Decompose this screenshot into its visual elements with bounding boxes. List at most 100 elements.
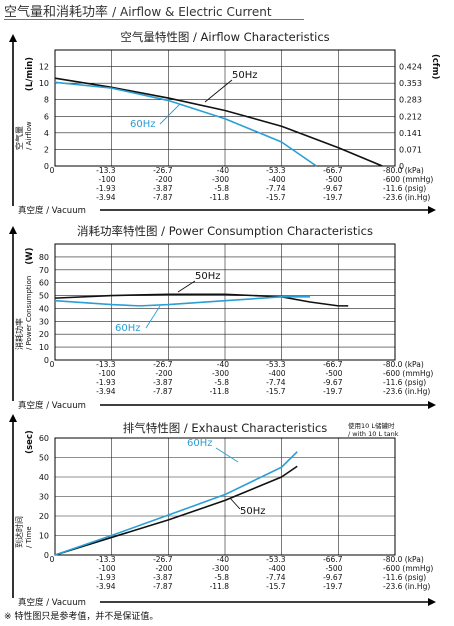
x-tick-label: -40 xyxy=(217,360,229,369)
y-tick-label: 12 xyxy=(39,63,49,72)
y-tick-label: 10 xyxy=(39,343,49,352)
series-leader-50hz xyxy=(177,280,196,293)
x-tick-label: -66.7 xyxy=(323,166,343,175)
y-axis-arrow-head xyxy=(9,414,17,422)
plot-frame xyxy=(54,49,396,167)
y-tick-label: 60 xyxy=(39,434,49,443)
series-leader-50hz xyxy=(229,497,241,510)
series-line-60hz xyxy=(54,81,317,167)
x-tick-label: -7.87 xyxy=(153,582,173,591)
y-tick-label: 30 xyxy=(39,493,49,502)
x-tick-label: -7.87 xyxy=(153,387,173,396)
x-tick-label: -600 (mmHg) xyxy=(383,175,433,184)
x-tick-label: -300 xyxy=(212,564,229,573)
x-tick-label: 0 xyxy=(50,555,55,564)
y2-tick-label: 0 xyxy=(399,162,404,171)
series-leader-50hz xyxy=(204,79,233,103)
x-tick-label: -7.74 xyxy=(266,378,286,387)
x-tick-label: -3.87 xyxy=(153,184,173,193)
page-title: 空气量和消耗功率 / Airflow & Electric Current xyxy=(4,1,272,20)
y-unit-label: (sec) xyxy=(25,430,35,454)
x-tick-label: -26.7 xyxy=(153,166,173,175)
y2-unit-label: (cfm) xyxy=(430,54,440,79)
x-tick-label: -100 xyxy=(98,369,115,378)
x-tick-label: -7.87 xyxy=(153,193,173,202)
x-tick-label: -7.74 xyxy=(266,573,286,582)
series-line-50hz xyxy=(54,293,349,307)
x-tick-label: -100 xyxy=(98,175,115,184)
x-tick-label: -9.67 xyxy=(323,184,343,193)
y-tick-label: 0 xyxy=(44,551,49,560)
y-axis-label-cn: 到达时间 xyxy=(14,516,24,548)
x-tick-label: -11.6 (psig) xyxy=(383,378,426,387)
y2-tick-label: 0.424 xyxy=(399,63,422,72)
x-tick-label: -100 xyxy=(98,564,115,573)
y-axis-label-cn: 消耗功率 xyxy=(14,318,24,350)
x-tick-label: 0 xyxy=(50,360,55,369)
series-label-60hz: 60Hz xyxy=(187,438,213,449)
chart-3: 排气特性图 / Exhaust Characteristics 使用10 L储罐时… xyxy=(9,414,436,608)
x-tick-label: -53.3 xyxy=(266,555,286,564)
y-tick-label: 6 xyxy=(44,112,49,121)
y-tick-label: 10 xyxy=(39,79,49,88)
x-tick-label: -66.7 xyxy=(323,360,343,369)
chart-title: 消耗功率特性图 / Power Consumption Characterist… xyxy=(77,224,373,238)
x-tick-label: -500 xyxy=(325,564,342,573)
y-tick-label: 0 xyxy=(44,162,49,171)
x-tick-label: -3.94 xyxy=(96,582,116,591)
x-tick-label: -11.8 xyxy=(210,582,230,591)
y2-tick-label: 0.283 xyxy=(399,96,422,105)
x-tick-label: -80.0 (kPa) xyxy=(383,166,424,175)
y-tick-label: 50 xyxy=(39,292,49,301)
x-tick-label: -3.94 xyxy=(96,387,116,396)
x-tick-label: -5.8 xyxy=(214,573,229,582)
y-tick-label: 30 xyxy=(39,317,49,326)
x-axis-arrow-head xyxy=(428,206,436,214)
y-tick-label: 40 xyxy=(39,473,49,482)
series-label-50hz: 50Hz xyxy=(240,506,266,517)
series-line-50hz xyxy=(54,77,383,167)
x-tick-label: -23.6 (in.Hg) xyxy=(383,387,430,396)
y-tick-label: 4 xyxy=(44,129,49,138)
x-axis-label: 真空度 / Vacuum xyxy=(18,400,86,411)
x-tick-label: -600 (mmHg) xyxy=(383,564,433,573)
x-tick-label: -23.6 (in.Hg) xyxy=(383,193,430,202)
y-tick-label: 50 xyxy=(39,454,49,463)
x-tick-label: -80.0 (kPa) xyxy=(383,555,424,564)
y-axis-label-en: / Time xyxy=(25,526,33,548)
x-tick-label: -1.93 xyxy=(96,378,116,387)
y-tick-label: 10 xyxy=(39,532,49,541)
page-title-cn: 空气量和消耗功率 xyxy=(4,5,109,20)
x-tick-label: -53.3 xyxy=(266,360,286,369)
page-title-en: / Airflow & Electric Current xyxy=(112,5,272,19)
y-axis-label-en: / Power Consumption xyxy=(25,276,33,350)
x-tick-label: -66.7 xyxy=(323,555,343,564)
x-tick-label: -11.6 (psig) xyxy=(383,573,426,582)
x-tick-label: -600 (mmHg) xyxy=(383,369,433,378)
y-tick-label: 0 xyxy=(44,356,49,365)
x-tick-label: -26.7 xyxy=(153,360,173,369)
series-line-50hz xyxy=(54,465,298,556)
y-tick-label: 2 xyxy=(44,145,49,154)
series-label-60hz: 60Hz xyxy=(130,119,156,130)
chart-title: 空气量特性图 / Airflow Characteristics xyxy=(120,30,329,44)
y2-tick-label: 0.212 xyxy=(399,112,422,121)
y-tick-label: 70 xyxy=(39,266,49,275)
x-tick-label: -3.94 xyxy=(96,193,116,202)
title-underline xyxy=(4,19,304,20)
plot-frame xyxy=(54,243,396,361)
x-tick-label: 0 xyxy=(50,166,55,175)
x-tick-label: -5.8 xyxy=(214,378,229,387)
series-label-50hz: 50Hz xyxy=(232,70,258,81)
series-leader-60hz xyxy=(215,447,239,463)
x-tick-label: -11.8 xyxy=(210,387,230,396)
x-tick-label: -400 xyxy=(268,564,285,573)
x-tick-label: -200 xyxy=(155,369,172,378)
x-tick-label: -3.87 xyxy=(153,573,173,582)
chart-2: 消耗功率特性图 / Power Consumption Characterist… xyxy=(9,224,436,411)
x-tick-label: -40 xyxy=(217,166,229,175)
y-axis-label-en: / Airflow xyxy=(25,121,33,150)
x-tick-label: -40 xyxy=(217,555,229,564)
x-tick-label: -200 xyxy=(155,564,172,573)
y2-tick-label: 0.071 xyxy=(399,145,422,154)
